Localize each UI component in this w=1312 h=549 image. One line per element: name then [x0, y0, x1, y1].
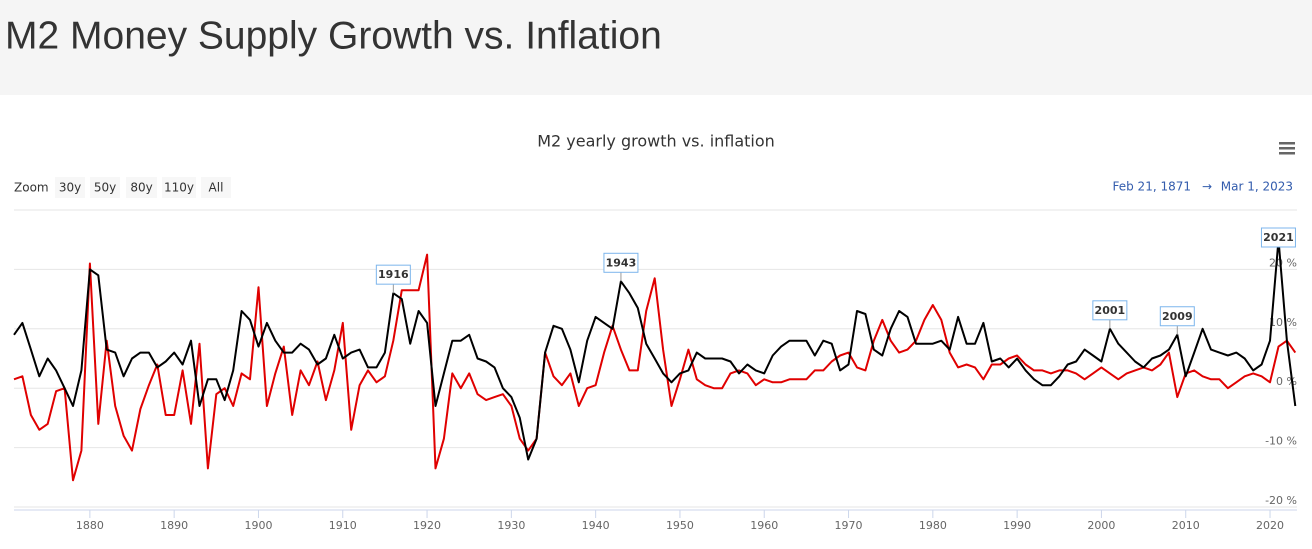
header-band: [0, 0, 1312, 95]
menu-bar: [1279, 147, 1295, 150]
flag-label: 2001: [1095, 304, 1126, 317]
flag-label: 1916: [378, 268, 409, 281]
zoom-button[interactable]: [90, 177, 120, 198]
x-tick-label: 2000: [1087, 519, 1115, 532]
flag-box: [1159, 306, 1195, 327]
x-tick-label: 2020: [1256, 519, 1284, 532]
x-tick-label: 1950: [666, 519, 694, 532]
menu-bar: [1279, 152, 1295, 155]
zoom-button[interactable]: [126, 177, 157, 198]
x-tick-label: 1890: [160, 519, 188, 532]
zoom-label: Zoom: [14, 181, 49, 195]
zoom-button-label[interactable]: All: [209, 181, 224, 195]
x-tick-label: 1880: [76, 519, 104, 532]
zoom-button[interactable]: [55, 177, 85, 198]
y-tick-label: 0 %: [1276, 375, 1297, 388]
flag-label: 2021: [1263, 231, 1294, 244]
zoom-button[interactable]: [162, 177, 196, 198]
range-sep: →: [1202, 180, 1212, 194]
flag-label: 2009: [1162, 310, 1193, 323]
zoom-button-label[interactable]: 30y: [59, 181, 81, 195]
flag-label: 1943: [606, 256, 637, 269]
menu-button[interactable]: [1277, 141, 1297, 155]
x-tick-label: 1910: [329, 519, 357, 532]
x-tick-label: 2010: [1172, 519, 1200, 532]
zoom-button-label[interactable]: 110y: [164, 181, 194, 195]
x-tick-label: 1920: [413, 519, 441, 532]
page-title: M2 Money Supply Growth vs. Inflation: [5, 14, 662, 57]
x-tick-label: 1990: [1003, 519, 1031, 532]
zoom-button[interactable]: [201, 177, 231, 198]
chart-title: M2 yearly growth vs. inflation: [537, 132, 775, 151]
x-tick-label: 1980: [919, 519, 947, 532]
x-tick-label: 1940: [582, 519, 610, 532]
menu-bar: [1279, 142, 1295, 145]
flag-box: [1260, 227, 1296, 248]
y-tick-label: -10 %: [1265, 435, 1297, 448]
flag-box: [1092, 300, 1128, 321]
y-tick-label: 20 %: [1269, 256, 1297, 269]
zoom-button-label[interactable]: 50y: [94, 181, 116, 195]
x-tick-label: 1960: [750, 519, 778, 532]
series-line: [13, 238, 1297, 461]
y-tick-label: 10 %: [1269, 316, 1297, 329]
x-tick-label: 1970: [835, 519, 863, 532]
range-to[interactable]: Mar 1, 2023: [1221, 180, 1293, 194]
x-tick-label: 1900: [244, 519, 272, 532]
flag-box: [603, 252, 639, 273]
flag-box: [375, 264, 411, 285]
range-from[interactable]: Feb 21, 1871: [1113, 180, 1192, 194]
zoom-button-label[interactable]: 80y: [130, 181, 152, 195]
x-tick-label: 1930: [497, 519, 525, 532]
y-tick-label: -20 %: [1265, 494, 1297, 507]
series-line: [13, 253, 1297, 482]
